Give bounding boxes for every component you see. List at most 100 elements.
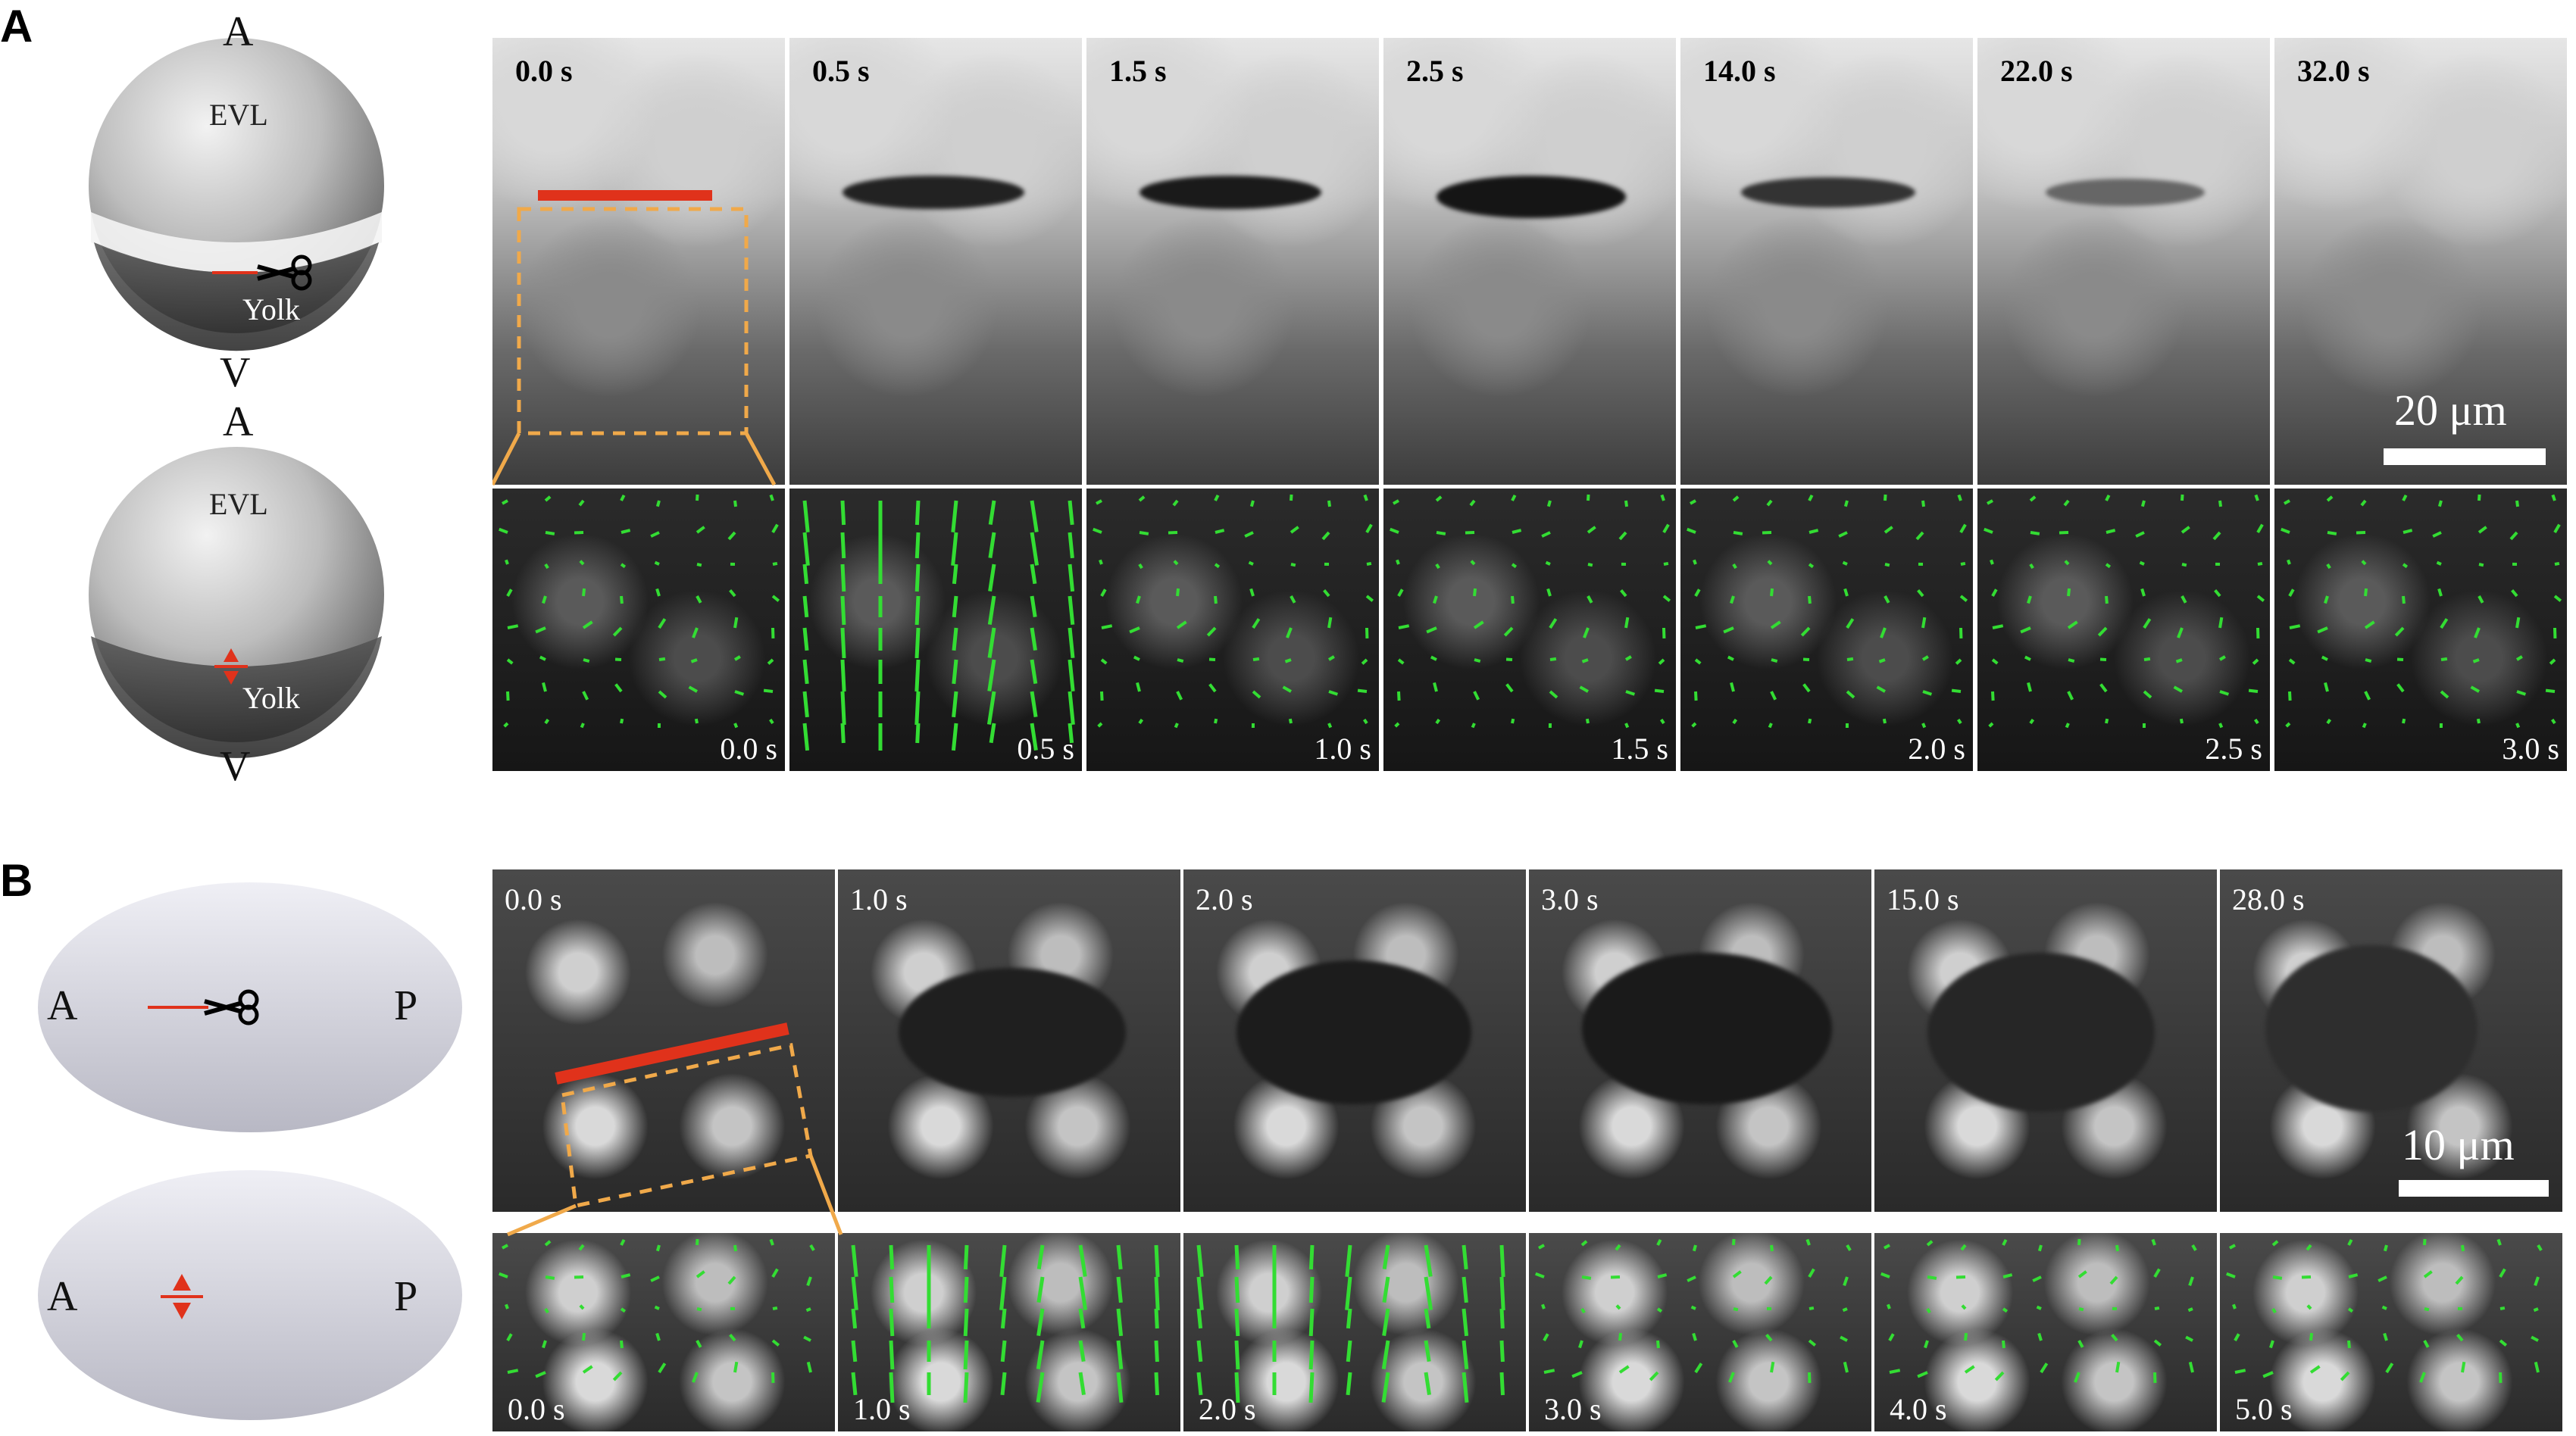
flow-vector xyxy=(2364,588,2368,597)
flow-vector xyxy=(1499,1244,1505,1278)
flow-vector xyxy=(851,1276,858,1311)
flow-vector xyxy=(505,559,509,565)
flow-vector xyxy=(1581,658,1589,663)
flow-vector xyxy=(1394,722,1400,728)
flow-vector xyxy=(2436,560,2442,566)
flow-vector xyxy=(1030,627,1037,651)
flow-vector xyxy=(889,1340,895,1370)
pole-a-top: A xyxy=(223,8,254,55)
flow-vector xyxy=(2402,494,2408,501)
flow-vector-field xyxy=(2226,1238,2543,1384)
flow-vector xyxy=(2554,561,2560,566)
embryo-ellipse-bottom xyxy=(38,1170,462,1420)
flow-vector xyxy=(1991,658,1999,665)
flow-vector xyxy=(2177,627,2184,638)
flow-vector xyxy=(1078,1276,1088,1310)
flow-vector xyxy=(2340,1371,2350,1381)
flow-vector xyxy=(1571,1371,1583,1378)
flow-vector xyxy=(1208,683,1217,693)
flow-vector xyxy=(1802,683,1811,693)
flow-vector xyxy=(2383,1332,2388,1341)
time-label: 2.5 s xyxy=(2205,732,2262,766)
time-label: 0.0 s xyxy=(505,882,562,916)
flow-vector xyxy=(1424,1244,1433,1277)
flow-vector xyxy=(2324,682,2329,692)
flow-vector xyxy=(1587,563,1593,567)
flow-vector xyxy=(2551,494,2556,501)
flow-vector xyxy=(1649,1371,1659,1381)
flow-vector xyxy=(692,1372,699,1383)
flow-vector xyxy=(1346,1340,1352,1363)
flow-vector xyxy=(2002,1238,2008,1246)
a-top-frame: 2.5 s xyxy=(1383,38,1676,485)
flow-vector xyxy=(1100,588,1107,597)
flow-vector xyxy=(1469,499,1476,507)
flow-vector xyxy=(733,723,739,729)
flow-vector xyxy=(2423,1238,2427,1246)
flow-vector xyxy=(2218,723,2224,729)
flow-vector xyxy=(2516,690,2527,696)
flow-vector xyxy=(2499,1268,2506,1278)
flow-vector xyxy=(620,1340,624,1349)
flow-vector xyxy=(2067,620,2078,629)
flow-vector xyxy=(2077,1340,2084,1348)
flow-vector xyxy=(1252,690,1261,699)
flow-vector xyxy=(505,1303,509,1310)
flow-vector xyxy=(1362,718,1368,725)
flow-vector xyxy=(1842,1307,1848,1313)
flow-vector xyxy=(1805,1238,1811,1246)
flow-vector-field xyxy=(1093,494,1374,729)
flow-vector xyxy=(539,655,546,661)
flow-vector xyxy=(1214,718,1218,724)
flow-vector xyxy=(1361,658,1368,665)
flow-vector xyxy=(1462,1340,1469,1370)
flow-vector xyxy=(1541,1303,1546,1310)
scale-bar-a xyxy=(2384,448,2546,465)
flow-vector xyxy=(2143,657,2151,661)
flow-vector xyxy=(2181,595,2187,604)
flow-vector xyxy=(1424,1340,1431,1363)
panel-a-roi-overlay xyxy=(492,190,777,486)
flow-vector xyxy=(2348,1273,2359,1278)
flow-vector xyxy=(1327,500,1332,507)
flow-vector xyxy=(1770,620,1781,629)
flow-vector xyxy=(1878,658,1886,663)
flow-vector xyxy=(2256,523,2264,534)
flow-vector xyxy=(729,589,736,598)
flow-vector xyxy=(851,1340,858,1363)
flow-vector xyxy=(771,1268,779,1278)
flow-vector xyxy=(2218,617,2224,629)
flow-vector xyxy=(2099,683,2108,693)
flow-vector xyxy=(658,657,666,661)
flow-vector xyxy=(1138,563,1143,570)
flow-vector xyxy=(696,1340,702,1348)
flow-vector xyxy=(2327,531,2337,535)
flow-vector xyxy=(2185,1335,2193,1342)
flow-vector xyxy=(583,658,590,663)
a-bottom-frame: 0.0 s xyxy=(492,489,785,771)
wound-region xyxy=(1741,177,1915,208)
flow-vector xyxy=(1172,499,1179,507)
flow-vector xyxy=(1030,595,1037,618)
flow-vector xyxy=(806,1361,812,1373)
flow-vector xyxy=(1433,595,1438,604)
flow-vector xyxy=(544,563,549,570)
flow-vector xyxy=(1381,1372,1390,1403)
flow-vector xyxy=(840,500,846,526)
flow-vector xyxy=(1884,526,1893,534)
flow-vector xyxy=(1625,690,1636,696)
b-bottom-frame: 3.0 s xyxy=(1529,1233,1871,1431)
flow-vector xyxy=(1884,1244,1890,1250)
flow-vector xyxy=(1511,595,1515,604)
flow-vector xyxy=(694,718,699,724)
flow-vector xyxy=(2181,563,2187,567)
flow-vector xyxy=(696,526,705,534)
flow-vector xyxy=(2029,563,2034,570)
flow-vector xyxy=(1252,618,1261,629)
flow-vector xyxy=(2067,588,2071,597)
flow-vector xyxy=(2432,531,2442,538)
flow-vector xyxy=(1809,529,1819,534)
flow-vector xyxy=(1992,624,2004,629)
flow-vector-field xyxy=(1390,494,1671,729)
flow-vector xyxy=(1138,718,1144,725)
